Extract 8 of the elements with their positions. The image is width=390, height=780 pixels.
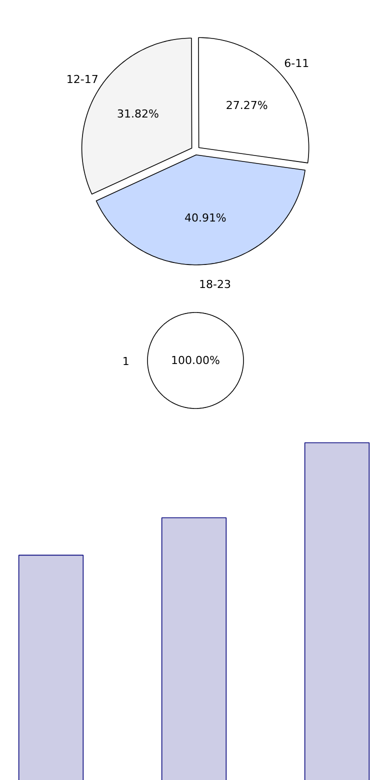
data-label: 40.91% xyxy=(184,211,226,224)
slice-label: 1 xyxy=(122,355,130,368)
data-label: 27.27% xyxy=(226,99,268,112)
data-label: 31.82% xyxy=(117,107,159,120)
slice-label: 12-17 xyxy=(66,72,98,86)
slice-label: 6-11 xyxy=(284,56,310,70)
data-label: 100.00% xyxy=(171,354,220,367)
slice-label: 18-23 xyxy=(199,278,232,291)
